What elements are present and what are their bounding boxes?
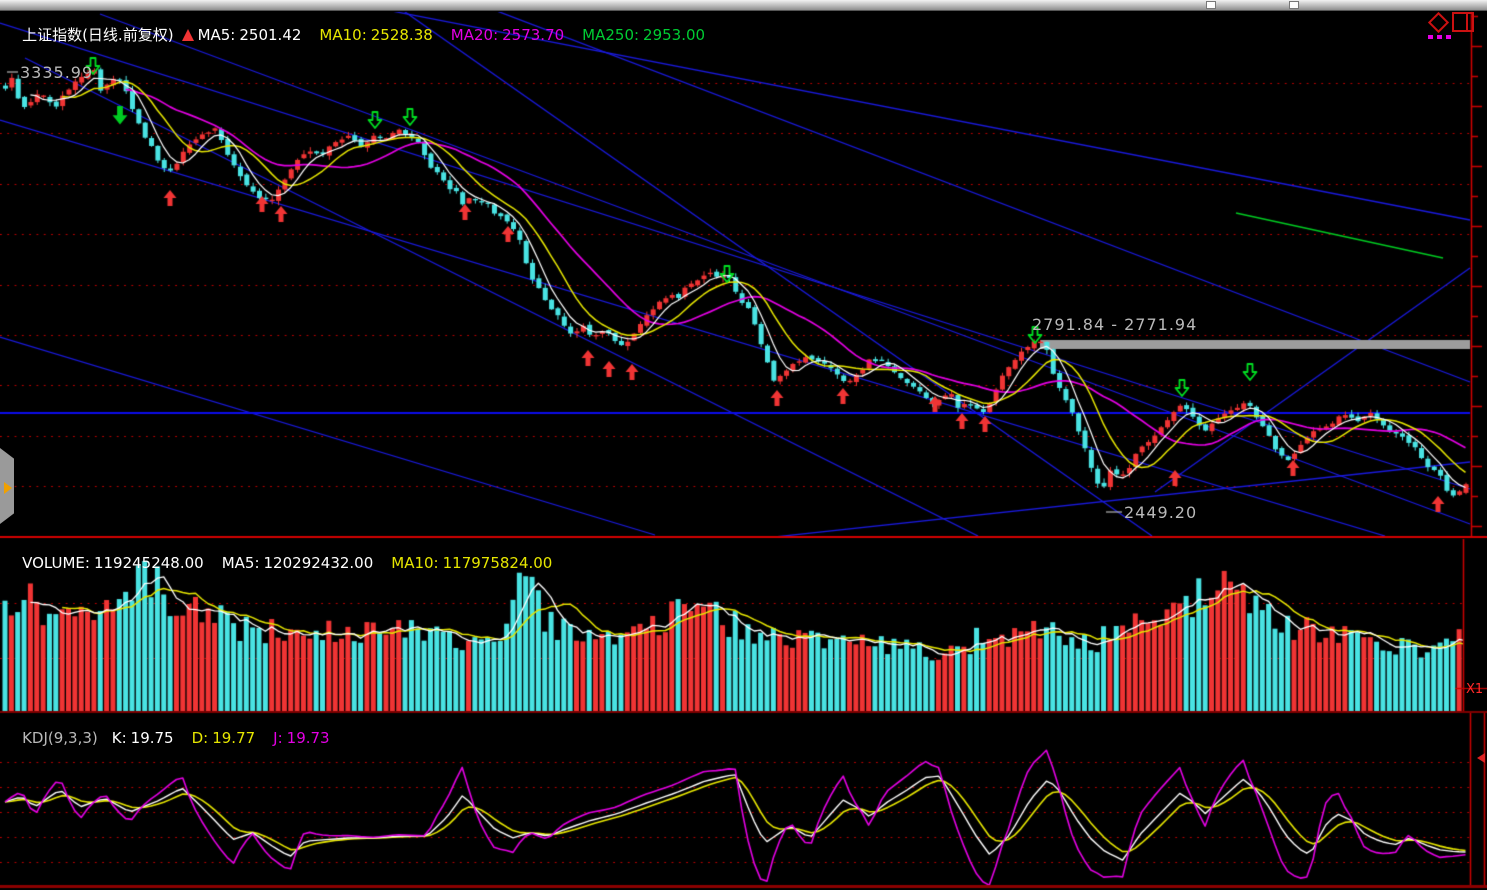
- kdj-d-legend: D: 19.77: [191, 729, 256, 747]
- split-window-icon[interactable]: [1452, 12, 1474, 32]
- expand-arrow-icon[interactable]: [4, 482, 12, 494]
- volume-pane-legend: VOLUME: 119245248.00 MA5: 120292432.00 MA10:…: [3, 539, 560, 587]
- volume-ma5-legend: MA5: 120292432.00: [221, 554, 374, 572]
- high-price-label: 3335.99: [20, 63, 94, 82]
- magenta-dots-icon: [1428, 35, 1433, 39]
- top-strip-mark-icon: [1289, 1, 1299, 9]
- price-pane-legend: 上证指数(日线.前复权) MA5: 2501.42 MA10: 2528.38 MA20:…: [3, 11, 713, 59]
- up-arrow-icon: [181, 29, 194, 41]
- ma5-legend: MA5: 2501.42: [197, 26, 302, 44]
- kdj-k-legend: K: 19.75: [111, 729, 174, 747]
- volume-ma10-legend: MA10: 117975824.00: [391, 554, 553, 572]
- kdj-pane-marker-icon: [1477, 753, 1485, 763]
- kdj-name: KDJ(9,3,3): [22, 729, 98, 747]
- gap-zone-label: 2791.84 - 2771.94: [1032, 315, 1198, 334]
- ma10-legend: MA10: 2528.38: [319, 26, 433, 44]
- volume-value-legend: VOLUME: 119245248.00: [22, 554, 204, 572]
- top-strip-mark-icon: [1206, 1, 1216, 9]
- window-top-strip: [0, 0, 1487, 11]
- ma20-legend: MA20: 2573.70: [450, 26, 565, 44]
- ma250-legend: MA250: 2953.00: [582, 26, 706, 44]
- symbol-title: 上证指数(日线.前复权): [22, 26, 174, 44]
- axis-corner-label: X1: [1466, 682, 1484, 697]
- kdj-j-legend: J: 19.73: [273, 729, 330, 747]
- kdj-pane-legend: KDJ(9,3,3) K: 19.75 D: 19.77 J: 19.73: [3, 714, 338, 762]
- low-price-label: 2449.20: [1124, 503, 1198, 522]
